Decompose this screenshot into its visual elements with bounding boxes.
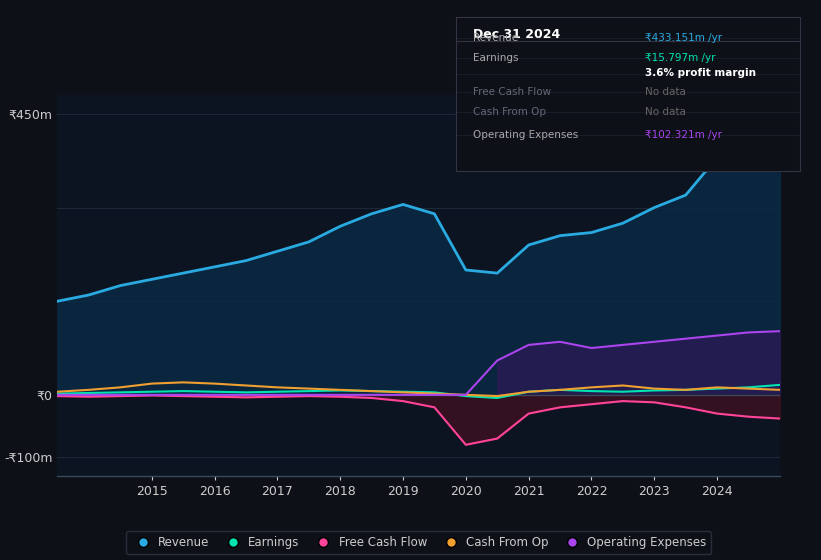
Text: No data: No data — [645, 107, 686, 117]
Text: Cash From Op: Cash From Op — [473, 107, 546, 117]
Legend: Revenue, Earnings, Free Cash Flow, Cash From Op, Operating Expenses: Revenue, Earnings, Free Cash Flow, Cash … — [126, 531, 711, 554]
Text: ₹102.321m /yr: ₹102.321m /yr — [645, 130, 722, 140]
Text: ₹433.151m /yr: ₹433.151m /yr — [645, 33, 722, 43]
Text: Free Cash Flow: Free Cash Flow — [473, 87, 551, 97]
Text: ₹15.797m /yr: ₹15.797m /yr — [645, 53, 716, 63]
Text: 3.6% profit margin: 3.6% profit margin — [645, 68, 756, 78]
Text: Dec 31 2024: Dec 31 2024 — [473, 27, 560, 40]
Text: No data: No data — [645, 87, 686, 97]
Text: Revenue: Revenue — [473, 33, 518, 43]
Text: Operating Expenses: Operating Expenses — [473, 130, 578, 140]
Text: Earnings: Earnings — [473, 53, 518, 63]
